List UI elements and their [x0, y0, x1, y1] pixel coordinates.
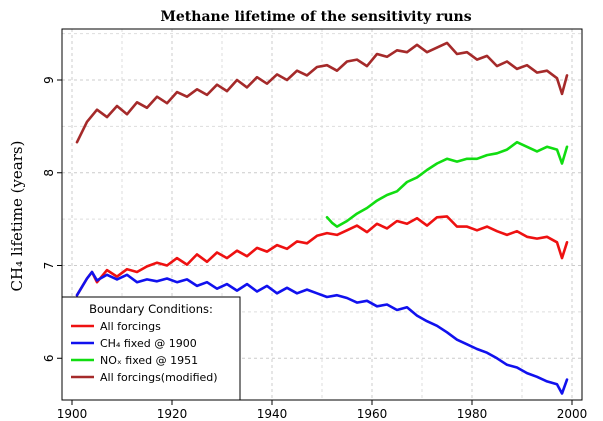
x-tick-label-1980: 1980 — [457, 407, 488, 421]
series-line-3 — [75, 41, 569, 144]
y-tick-label-9: 9 — [42, 76, 56, 84]
legend-label-3: All forcings(modified) — [100, 371, 218, 384]
series-line-2 — [325, 140, 569, 228]
legend-label-0: All forcings — [100, 320, 161, 333]
y-tick-label-8: 8 — [42, 169, 56, 177]
y-axis: 6 7 8 9 — [42, 76, 62, 362]
x-tick-label-1900: 1900 — [57, 407, 88, 421]
legend-label-1: CH₄ fixed @ 1900 — [100, 337, 197, 350]
x-tick-label-1920: 1920 — [157, 407, 188, 421]
y-tick-label-6: 6 — [42, 354, 56, 362]
series-line-1 — [75, 270, 569, 395]
plot-frame — [61, 28, 583, 401]
legend-title: Boundary Conditions: — [89, 302, 213, 316]
chart-title: Methane lifetime of the sensitivity runs — [160, 9, 471, 25]
x-axis: 1900 1920 1940 1960 1980 2000 — [57, 400, 588, 421]
legend-entries: All forcings CH₄ fixed @ 1900 NOₓ fixed @ … — [71, 320, 218, 384]
series-line-0 — [75, 215, 569, 297]
y-axis-label: CH₄ lifetime (years) — [8, 141, 26, 292]
x-tick-label-2000: 2000 — [557, 407, 588, 421]
y-tick-label-7: 7 — [42, 262, 56, 270]
legend: Boundary Conditions: All forcings CH₄ fix… — [61, 296, 241, 401]
x-tick-label-1940: 1940 — [257, 407, 288, 421]
legend-label-2: NOₓ fixed @ 1951 — [100, 354, 198, 367]
grid-lines — [62, 29, 582, 400]
series-layer — [75, 41, 569, 395]
legend-box — [61, 296, 241, 401]
x-tick-label-1960: 1960 — [357, 407, 388, 421]
